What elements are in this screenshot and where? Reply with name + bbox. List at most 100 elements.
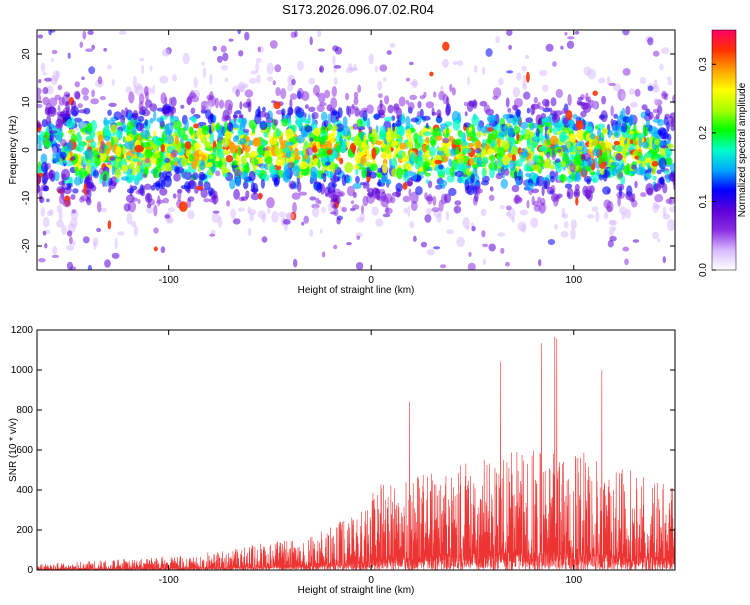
heatmap-cell <box>466 125 470 138</box>
heatmap-cell <box>506 30 513 36</box>
heatmap-cell <box>624 258 629 266</box>
heatmap-cell <box>104 259 111 268</box>
heatmap-cell <box>371 147 377 160</box>
heatmap-cell <box>580 154 586 162</box>
heatmap-cell <box>636 132 645 139</box>
heatmap-cell <box>492 95 499 100</box>
heatmap-cell <box>369 171 377 179</box>
heatmap-cell <box>651 160 659 167</box>
heatmap-cell <box>237 30 241 35</box>
heatmap-cell <box>69 236 73 245</box>
heatmap-cell <box>662 183 668 194</box>
heatmap-cell <box>500 247 505 254</box>
heatmap-cell <box>91 89 95 98</box>
heatmap-cell <box>252 186 256 195</box>
heatmap-cell <box>522 74 527 87</box>
heatmap-cell <box>192 150 200 163</box>
heatmap-cell <box>125 135 132 142</box>
heatmap-cell <box>242 83 249 89</box>
heatmap-cell <box>405 141 412 147</box>
heatmap-cell <box>346 185 355 197</box>
heatmap-cell <box>465 168 470 176</box>
heatmap-cell <box>436 109 442 119</box>
heatmap-cell <box>569 145 578 153</box>
heatmap-cell <box>539 197 546 206</box>
heatmap-cell <box>327 123 333 131</box>
heatmap-cell <box>412 171 418 181</box>
heatmap-cell <box>451 87 456 96</box>
heatmap-cell <box>142 173 147 179</box>
heatmap-cell <box>244 31 250 41</box>
heatmap-cell <box>44 131 51 140</box>
heatmap-cell <box>407 177 413 187</box>
heatmap-cell <box>507 108 512 113</box>
heatmap-cell <box>159 120 166 128</box>
heatmap-cell <box>361 166 368 178</box>
heatmap-cell <box>622 68 631 76</box>
heatmap-cell <box>356 235 361 240</box>
heatmap-cell <box>287 117 292 129</box>
heatmap-cell <box>505 205 512 211</box>
heatmap-cell <box>402 195 411 203</box>
heatmap-cell <box>252 141 258 146</box>
heatmap-cell <box>521 65 527 72</box>
heatmap-cell <box>502 113 511 120</box>
heatmap-cell <box>319 136 326 146</box>
heatmap-cell <box>442 41 450 51</box>
heatmap-cell <box>235 110 242 115</box>
heatmap-cell <box>137 199 141 204</box>
heatmap-cell <box>432 195 437 206</box>
heatmap-cell <box>656 169 662 175</box>
colorbar: 0.0 0.1 0.2 0.3 Normalized spectral amplitu… <box>698 29 748 277</box>
heatmap-cell <box>325 193 330 197</box>
heatmap-cell <box>192 172 199 181</box>
heatmap-cell <box>384 116 393 122</box>
heatmap-cell <box>86 197 92 206</box>
heatmap-cell <box>427 180 433 189</box>
heatmap-cell <box>238 50 244 57</box>
heatmap-cell <box>525 172 531 178</box>
heatmap-cell <box>70 156 76 161</box>
heatmap-cell <box>598 77 606 84</box>
heatmap-cell <box>321 206 327 213</box>
heatmap-cell <box>324 89 331 99</box>
heatmap-cell <box>207 187 214 196</box>
heatmap-cell <box>326 149 333 155</box>
heatmap-cell <box>177 189 182 202</box>
heatmap-cell <box>658 157 667 170</box>
heatmap-cell <box>247 228 252 236</box>
heatmap-cell <box>498 77 504 86</box>
heatmap-cell <box>158 172 164 179</box>
heatmap-cell <box>431 158 436 171</box>
heatmap-cell <box>251 156 255 167</box>
heatmap-cell <box>37 120 41 129</box>
heatmap-cell <box>346 242 352 246</box>
heatmap-cell <box>606 76 611 86</box>
heatmap-cell <box>56 111 65 117</box>
heatmap-cell <box>537 101 541 108</box>
heatmap-cell <box>621 122 628 133</box>
heatmap-cell <box>42 87 49 95</box>
heatmap-cell <box>654 138 660 146</box>
heatmap-cell <box>352 204 360 210</box>
heatmap-cell <box>39 137 47 142</box>
heatmap-cell <box>66 159 70 166</box>
heatmap-cell <box>229 178 236 190</box>
heatmap-cell <box>40 207 46 217</box>
heatmap-cell <box>308 106 316 113</box>
heatmap-cell <box>395 153 399 159</box>
heatmap-cell <box>474 148 482 154</box>
spectrogram-ylabel: Frequency (Hz) <box>8 116 19 185</box>
heatmap-cell <box>449 147 457 157</box>
heatmap-cell <box>94 156 101 167</box>
colorbar-tick-label: 0.2 <box>698 125 709 139</box>
heatmap-cell <box>139 106 148 111</box>
heatmap-cell <box>448 135 454 143</box>
heatmap-cell <box>243 180 249 190</box>
heatmap-cell <box>65 109 70 120</box>
heatmap-cell <box>564 31 568 36</box>
heatmap-cell <box>308 77 315 85</box>
heatmap-cell <box>52 70 59 82</box>
